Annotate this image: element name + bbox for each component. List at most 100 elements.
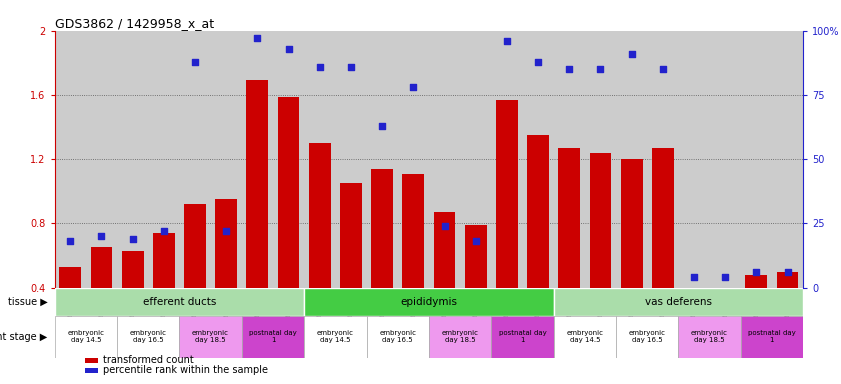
Bar [496, 100, 518, 288]
Bar [309, 143, 331, 288]
Bar [527, 135, 549, 288]
Point [220, 228, 233, 234]
Bar [304, 288, 553, 316]
Text: postnatal day
1: postnatal day 1 [748, 330, 796, 343]
Point [95, 233, 108, 239]
Point [500, 38, 514, 44]
Point [780, 269, 794, 275]
Bar [776, 271, 798, 288]
Point [594, 66, 607, 72]
Point [532, 58, 545, 65]
Bar [679, 316, 741, 358]
Bar [55, 31, 86, 288]
Bar [336, 31, 367, 288]
Bar [85, 358, 98, 362]
Point [313, 64, 326, 70]
Point [469, 238, 483, 245]
Text: embryonic
day 18.5: embryonic day 18.5 [442, 330, 479, 343]
Text: embryonic
day 16.5: embryonic day 16.5 [379, 330, 416, 343]
Point [718, 274, 732, 280]
Point [282, 46, 295, 52]
Bar [741, 31, 772, 288]
Bar [590, 153, 611, 288]
Point [563, 66, 576, 72]
Bar [553, 316, 616, 358]
Bar [117, 316, 179, 358]
Bar [278, 96, 299, 288]
Bar [215, 199, 237, 288]
Text: embryonic
day 14.5: embryonic day 14.5 [566, 330, 603, 343]
Point [406, 84, 420, 90]
Text: vas deferens: vas deferens [645, 296, 712, 306]
Bar [148, 31, 179, 288]
Text: embryonic
day 16.5: embryonic day 16.5 [629, 330, 666, 343]
Text: GDS3862 / 1429958_x_at: GDS3862 / 1429958_x_at [55, 17, 214, 30]
Bar [367, 31, 398, 288]
Point [344, 64, 357, 70]
Bar [553, 31, 584, 288]
Bar [340, 183, 362, 288]
Bar [491, 316, 553, 358]
Bar [179, 316, 241, 358]
Bar [273, 31, 304, 288]
Bar [434, 212, 456, 288]
Bar [55, 316, 117, 358]
Bar [398, 31, 429, 288]
Text: epididymis: epididymis [400, 296, 458, 306]
Text: postnatal day
1: postnatal day 1 [499, 330, 547, 343]
Point [749, 269, 763, 275]
Bar [745, 275, 767, 288]
Point [64, 238, 77, 245]
Bar [153, 233, 175, 288]
Bar [648, 31, 679, 288]
Point [625, 51, 638, 57]
Bar [210, 31, 241, 288]
Bar [122, 251, 144, 288]
Text: tissue ▶: tissue ▶ [8, 296, 48, 306]
Bar [772, 31, 803, 288]
Point [438, 223, 452, 229]
Text: percentile rank within the sample: percentile rank within the sample [103, 365, 268, 375]
Text: embryonic
day 18.5: embryonic day 18.5 [691, 330, 728, 343]
Bar [55, 288, 304, 316]
Text: postnatal day
1: postnatal day 1 [249, 330, 297, 343]
Point [126, 236, 140, 242]
Point [251, 35, 264, 41]
Point [157, 228, 171, 234]
Bar [241, 31, 273, 288]
Bar [86, 31, 117, 288]
Bar [241, 316, 304, 358]
Text: efferent ducts: efferent ducts [143, 296, 216, 306]
Point [375, 123, 389, 129]
Bar [460, 31, 491, 288]
Point [656, 66, 669, 72]
Text: embryonic
day 14.5: embryonic day 14.5 [67, 330, 104, 343]
Bar [367, 316, 429, 358]
Bar [91, 247, 113, 288]
Bar [710, 31, 741, 288]
Text: embryonic
day 16.5: embryonic day 16.5 [130, 330, 167, 343]
Bar [179, 31, 210, 288]
Bar [246, 81, 268, 288]
Bar [304, 316, 367, 358]
Bar [184, 204, 206, 288]
Bar [117, 31, 148, 288]
Bar [652, 148, 674, 288]
Bar [621, 159, 643, 288]
Bar [553, 288, 803, 316]
Bar [429, 316, 491, 358]
Bar [558, 148, 580, 288]
Bar [616, 316, 679, 358]
Text: development stage ▶: development stage ▶ [0, 332, 48, 342]
Bar [429, 31, 460, 288]
Bar [522, 31, 553, 288]
Text: transformed count: transformed count [103, 354, 194, 364]
Bar [85, 368, 98, 373]
Point [188, 58, 202, 65]
Bar [679, 31, 710, 288]
Bar [60, 267, 82, 288]
Bar [741, 316, 803, 358]
Bar [371, 169, 393, 288]
Bar [304, 31, 336, 288]
Bar [491, 31, 522, 288]
